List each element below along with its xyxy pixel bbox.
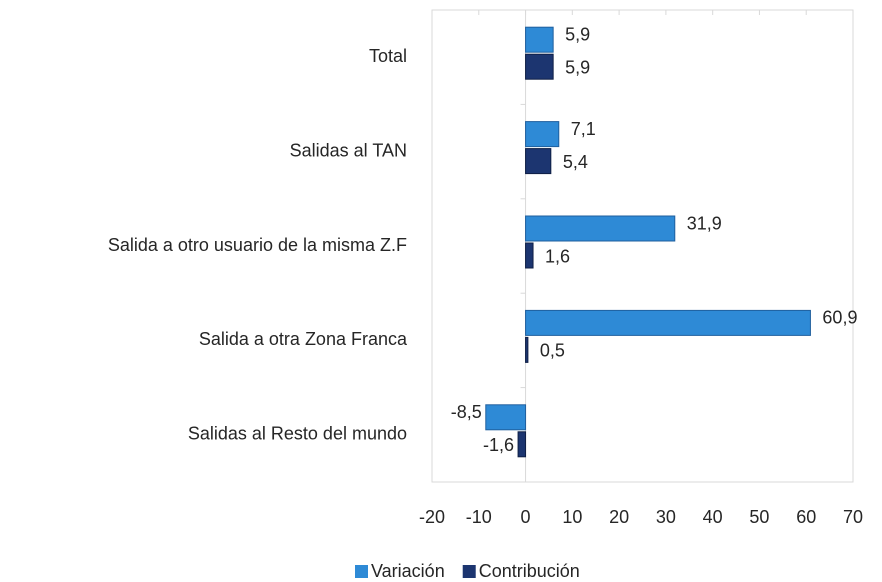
bar: [525, 53, 554, 80]
data-label: 5,4: [563, 152, 588, 172]
x-tick-label: 60: [796, 507, 816, 527]
bar: [485, 404, 527, 431]
data-label: 1,6: [545, 246, 570, 266]
x-tick-label: 70: [843, 507, 863, 527]
data-label: 5,9: [565, 57, 590, 77]
legend-label: Variación: [371, 561, 445, 581]
y-tick-label: Salida a otra Zona Franca: [199, 329, 408, 349]
data-label: 31,9: [687, 213, 722, 233]
data-label: 7,1: [571, 119, 596, 139]
bar: [525, 242, 534, 269]
legend-label: Contribución: [479, 561, 580, 581]
x-tick-label: 0: [521, 507, 531, 527]
bar: [525, 148, 552, 175]
y-tick-label: Total: [369, 46, 407, 66]
bar: [525, 121, 560, 148]
data-label: -1,6: [483, 435, 514, 455]
x-tick-label: 10: [562, 507, 582, 527]
x-tick-label: 30: [656, 507, 676, 527]
data-label: -8,5: [451, 402, 482, 422]
data-label: 60,9: [822, 308, 857, 328]
legend-swatch: [355, 565, 368, 578]
x-tick-label: -20: [419, 507, 445, 527]
x-tick-label: 50: [749, 507, 769, 527]
bar: [525, 26, 554, 53]
x-tick-label: -10: [466, 507, 492, 527]
bar: [525, 215, 676, 242]
data-label: 5,9: [565, 24, 590, 44]
bar: [525, 336, 529, 363]
plot-border: [431, 9, 854, 483]
legend-swatch: [462, 565, 476, 578]
y-tick-label: Salida a otro usuario de la misma Z.F: [108, 235, 407, 255]
bar: [517, 431, 527, 458]
y-tick-label: Salidas al Resto del mundo: [188, 424, 407, 444]
bar: [525, 309, 811, 336]
data-label: 0,5: [540, 341, 565, 361]
x-tick-label: 20: [609, 507, 629, 527]
y-tick-label: Salidas al TAN: [290, 140, 407, 160]
x-tick-label: 40: [703, 507, 723, 527]
